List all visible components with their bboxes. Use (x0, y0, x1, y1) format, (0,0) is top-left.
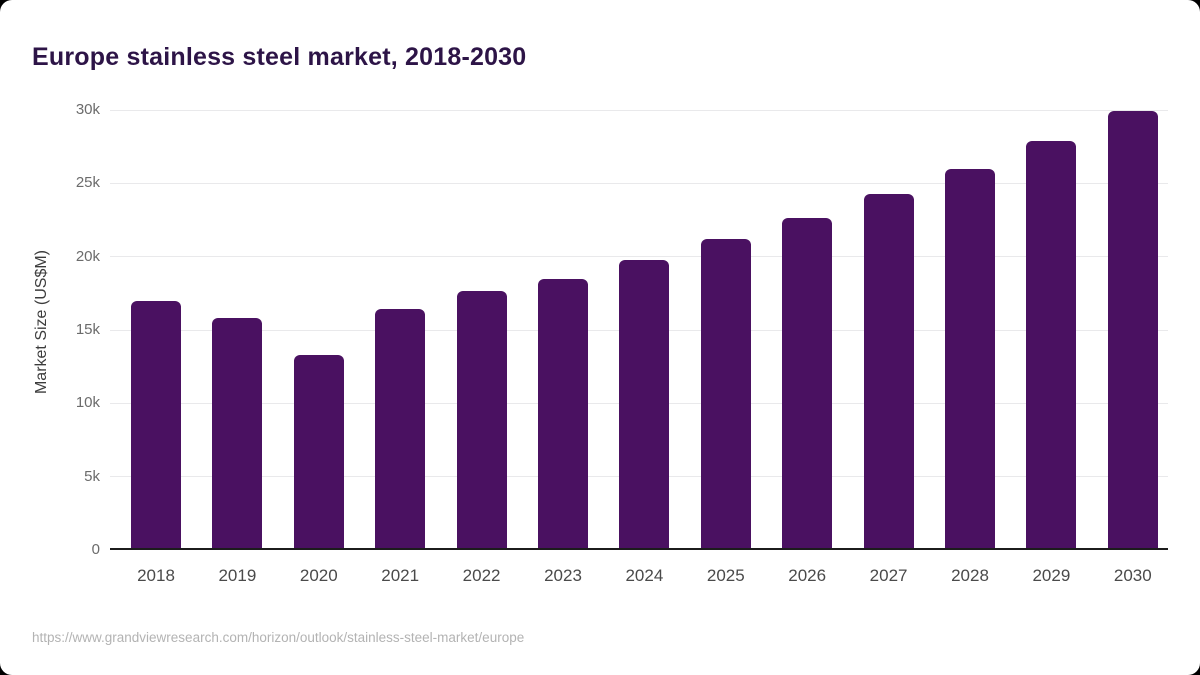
gridline (110, 182, 1168, 184)
bar-2026[interactable] (782, 217, 833, 550)
gridline (110, 256, 1168, 258)
x-axis-tick-labels: 2018 2019 2020 2021 2022 2023 2024 2025 2026 2027… (110, 566, 1168, 590)
y-axis-tick-labels: 0 5k 10k 15k 20k 25k 30k (0, 101, 100, 558)
chart-title: Europe stainless steel market, 2018-2030 (32, 42, 527, 71)
x-tick-label: 2022 (462, 566, 501, 585)
y-tick-label: 0 (91, 541, 100, 558)
x-tick-label: 2028 (951, 566, 989, 585)
y-tick-label: 15k (75, 321, 100, 338)
bar-2021[interactable] (375, 309, 426, 550)
chart-plot-area (110, 109, 1168, 550)
source-url: https://www.grandviewresearch.com/horizo… (32, 630, 525, 645)
y-tick-label: 5k (84, 467, 100, 485)
x-tick-label: 2019 (218, 566, 257, 585)
y-tick-label: 10k (75, 394, 100, 412)
y-tick-label: 20k (75, 247, 100, 265)
y-tick-label: 30k (75, 101, 100, 118)
x-tick-label: 2021 (381, 566, 420, 585)
x-tick-label: 2023 (544, 566, 582, 585)
x-tick-label: 2029 (1032, 566, 1071, 585)
x-tick-label: 2026 (788, 566, 827, 585)
x-tick-label: 2024 (625, 566, 664, 585)
x-tick-label: 2030 (1113, 566, 1152, 585)
x-tick-label: 2027 (869, 566, 908, 585)
gridline (110, 109, 1168, 111)
x-tick-label: 2018 (137, 566, 175, 585)
bar-2019[interactable] (212, 318, 263, 550)
x-axis-line (110, 548, 1168, 550)
bar-2029[interactable] (1026, 140, 1077, 550)
bar-2025[interactable] (700, 239, 751, 550)
bar-2020[interactable] (293, 354, 344, 550)
y-tick-label: 25k (75, 174, 100, 192)
bar-2024[interactable] (619, 259, 670, 550)
x-tick-label: 2025 (706, 566, 745, 585)
bar-2022[interactable] (456, 291, 507, 550)
bar-2030[interactable] (1107, 110, 1158, 550)
bar-2028[interactable] (945, 168, 995, 550)
bar-2027[interactable] (863, 194, 914, 550)
bar-2023[interactable] (538, 278, 588, 550)
bar-2018[interactable] (131, 300, 181, 550)
x-tick-label: 2020 (299, 566, 338, 585)
